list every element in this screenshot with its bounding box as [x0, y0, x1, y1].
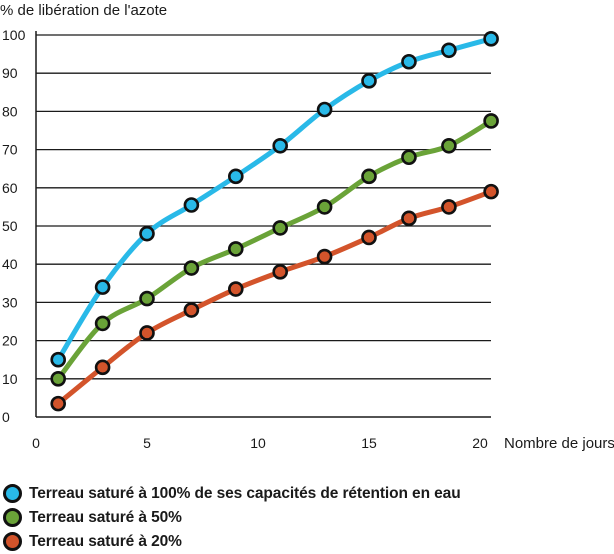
- legend-item-100: Terreau saturé à 100% de ses capacités d…: [0, 482, 461, 505]
- legend-marker-50: [3, 508, 22, 527]
- data-point-50-1: [94, 315, 111, 332]
- y-tick-label-20: 20: [2, 333, 18, 349]
- legend-item-50: Terreau saturé à 50%: [0, 506, 461, 529]
- data-point-20-8: [401, 210, 417, 227]
- y-tick-label-70: 70: [2, 142, 18, 158]
- data-point-50-5: [272, 220, 289, 236]
- y-tick-label-50: 50: [2, 218, 18, 234]
- data-point-100-7: [361, 73, 377, 89]
- data-point-100-4: [228, 168, 244, 185]
- y-tick-label-40: 40: [2, 256, 18, 272]
- data-point-100-8: [401, 53, 417, 70]
- y-tick-label-30: 30: [2, 294, 18, 310]
- y-tick-label-10: 10: [2, 371, 18, 387]
- data-point-50-4: [228, 241, 244, 257]
- series-lines: [55, 36, 494, 407]
- tick-labels: 0 10 20 30 40 50 60 70 80 90 100 0 5 10 15 20: [2, 27, 488, 451]
- axes: [35, 31, 491, 418]
- x-tick-label-15: 15: [361, 435, 377, 451]
- data-point-100-9: [441, 42, 457, 59]
- legend-label-20: Terreau saturé à 20%: [29, 532, 182, 550]
- data-point-100-6: [316, 101, 333, 118]
- data-point-20-10: [483, 183, 499, 200]
- legend-marker-100: [3, 484, 22, 503]
- data-point-100-0: [50, 351, 67, 368]
- legend-label-100: Terreau saturé à 100% de ses capacités d…: [29, 484, 461, 502]
- line-chart: 0 10 20 30 40 50 60 70 80 90 100 0 5 10 15 20 % de libé…: [0, 2, 614, 452]
- data-point-20-9: [441, 199, 457, 215]
- data-point-20-5: [272, 264, 289, 280]
- y-tick-label-0: 0: [2, 409, 10, 425]
- legend-item-20: Terreau saturé à 20%: [0, 530, 461, 553]
- y-tick-label-60: 60: [2, 180, 18, 196]
- x-tick-label-5: 5: [143, 435, 151, 451]
- data-point-50-7: [361, 168, 377, 185]
- y-tick-label-100: 100: [2, 27, 26, 43]
- y-axis-label: % de libération de l'azote: [0, 2, 167, 19]
- data-point-50-0: [50, 370, 67, 387]
- data-point-20-0: [50, 395, 67, 412]
- data-point-20-6: [316, 248, 333, 265]
- data-point-50-3: [183, 260, 200, 276]
- data-point-100-1: [94, 279, 111, 295]
- data-point-50-8: [401, 149, 417, 166]
- data-point-50-10: [483, 113, 499, 129]
- data-point-50-2: [139, 290, 155, 307]
- series-points: [50, 31, 499, 412]
- legend: Terreau saturé à 100% de ses capacités d…: [0, 482, 461, 554]
- data-point-100-2: [139, 225, 155, 242]
- data-point-100-10: [483, 31, 499, 47]
- y-tick-label-80: 80: [2, 103, 18, 119]
- x-tick-label-20: 20: [472, 435, 488, 451]
- data-point-100-5: [272, 137, 289, 154]
- x-tick-label-10: 10: [250, 435, 266, 451]
- y-tick-label-90: 90: [2, 65, 18, 81]
- x-tick-label-0: 0: [32, 435, 40, 451]
- data-point-20-4: [228, 281, 244, 297]
- data-point-20-2: [139, 325, 155, 341]
- data-point-20-1: [94, 359, 111, 376]
- data-point-50-6: [316, 199, 333, 215]
- data-point-20-3: [183, 302, 200, 318]
- legend-marker-20: [3, 532, 22, 551]
- legend-label-50: Terreau saturé à 50%: [29, 508, 182, 526]
- gridlines: [36, 34, 491, 380]
- data-point-20-7: [361, 229, 377, 246]
- data-point-50-9: [441, 137, 457, 154]
- data-point-100-3: [183, 197, 200, 213]
- x-axis-label: Nombre de jours: [504, 435, 614, 452]
